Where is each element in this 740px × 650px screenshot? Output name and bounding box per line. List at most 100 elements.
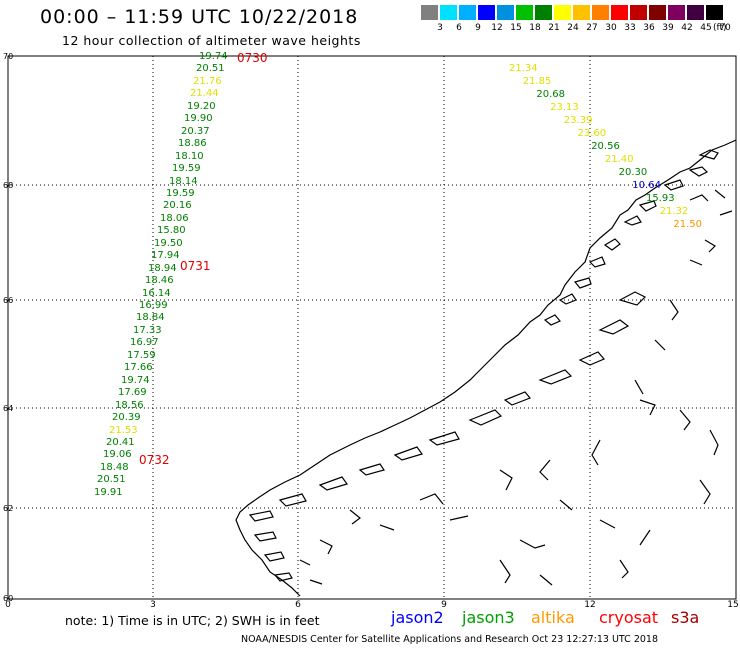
wave-height-label: 19.06 [103,449,132,461]
latitude-label: 68 [3,181,14,190]
wave-height-label: 21.50 [673,219,703,230]
wave-height-label: 17.69 [118,387,147,399]
scale-swatch [554,5,571,20]
wave-height-label: 21.40 [604,154,634,165]
wave-height-label: 19.59 [172,163,201,175]
wave-height-label: 20.56 [591,141,620,152]
scale-swatch [497,5,514,20]
wave-height-label: 15.80 [157,225,186,237]
latitude-label: 62 [3,504,14,513]
scale-swatch [421,5,438,20]
scale-swatch [459,5,476,20]
wave-height-label: 18.10 [175,150,204,162]
wave-height-label: 19.74 [199,51,228,62]
legend-altika: altika [531,608,575,627]
scale-swatch [592,5,609,20]
wave-height-label: 20.51 [196,63,225,75]
longitude-label: 9 [441,600,447,610]
wave-height-label: 10.64 [632,180,661,191]
wave-height-label: 23.60 [577,128,607,139]
wave-height-label: 21.32 [659,206,689,217]
longitude-label: 12 [584,600,596,610]
scale-swatch [573,5,590,20]
scale-unit: (ft) [713,23,727,33]
wave-height-label: 18.56 [115,399,144,411]
graticule [8,56,736,599]
legend-jason2: jason2 [391,608,444,627]
wave-height-label: 17.33 [133,324,162,336]
wave-height-label: 20.16 [163,200,192,212]
wave-height-label: 21.44 [190,88,219,100]
scale-swatch [668,5,685,20]
map-subtitle: 12 hour collection of altimeter wave hei… [62,33,361,48]
scale-swatch [440,5,457,20]
scale-swatch [516,5,533,20]
wave-height-label: 15.93 [646,193,675,204]
scale-tick: 30 [605,23,617,33]
scale-swatch [706,5,723,20]
wave-height-label: 21.34 [509,63,538,74]
wave-height-label: 23.13 [550,102,579,113]
wave-height-label: 16.99 [139,300,168,311]
longitude-label: 0 [5,600,11,610]
wave-height-label: 20.51 [97,474,126,486]
wave-height-label: 18.48 [100,461,129,473]
wave-height-label: 20.30 [618,167,648,178]
scale-tick: 33 [624,23,636,33]
scale-tick: 24 [567,23,579,33]
wave-height-label: 17.94 [151,250,180,262]
pass-time-label: 0731 [180,259,211,273]
scale-tick: 27 [586,23,598,33]
wave-height-label: 18.94 [148,262,177,274]
scale-tick: 36 [643,23,655,33]
wave-height-label: 19.59 [166,187,195,199]
wave-height-label: 21.76 [193,75,222,87]
wave-height-label: 18.84 [136,312,165,324]
scale-tick: 12 [491,23,503,33]
scale-tick: 18 [529,23,541,33]
scale-swatch [535,5,552,20]
longitude-label: 15 [727,600,739,610]
wave-height-label: 20.39 [112,412,141,424]
longitude-label: 6 [295,600,301,610]
wave-height-label: 17.59 [127,349,156,361]
footer-note: note: 1) Time is in UTC; 2) SWH is in fe… [65,613,320,628]
wave-height-label: 23.39 [563,115,593,126]
wave-height-label: 16.97 [130,337,159,349]
wave-height-label: 16.14 [142,287,171,299]
scale-tick: 9 [475,23,481,33]
wave-height-label: 18.06 [160,212,189,224]
latitude-label: 64 [3,404,14,413]
legend-s3a: s3a [671,608,700,627]
wave-height-label: 19.20 [187,100,216,112]
scale-swatch [478,5,495,20]
wave-height-label: 19.90 [184,113,213,125]
scale-tick: 21 [548,23,560,33]
map-frame [7,55,737,600]
wave-height-label: 17.66 [124,362,153,374]
wave-height-label: 20.41 [106,436,135,448]
wave-height-label: 19.74 [121,374,150,386]
longitude-label: 3 [150,600,156,610]
scale-tick: 15 [510,23,522,33]
wave-height-label: 20.37 [181,125,210,137]
scale-tick: 45 [700,23,712,33]
wave-height-label: 20.68 [536,89,566,100]
scale-tick: 3 [437,23,443,33]
wave-height-label: 21.85 [522,76,552,87]
scale-swatch [630,5,647,20]
legend-jason3: jason3 [462,608,515,627]
scale-tick: 6 [456,23,462,33]
wave-height-label: 18.86 [178,138,207,150]
scale-swatch [611,5,628,20]
wave-height-label: 18.46 [145,275,174,287]
map-title: 00:00 – 11:59 UTC 10/22/2018 [40,6,359,28]
scale-swatch [649,5,666,20]
pass-time-label: 0730 [237,51,268,65]
scale-tick: 42 [681,23,693,33]
latitude-label: 66 [3,296,14,305]
latitude-label: 60 [3,594,14,603]
footer-credit: NOAA/NESDIS Center for Satellite Applica… [241,634,658,645]
wave-height-label: 19.50 [154,237,183,249]
